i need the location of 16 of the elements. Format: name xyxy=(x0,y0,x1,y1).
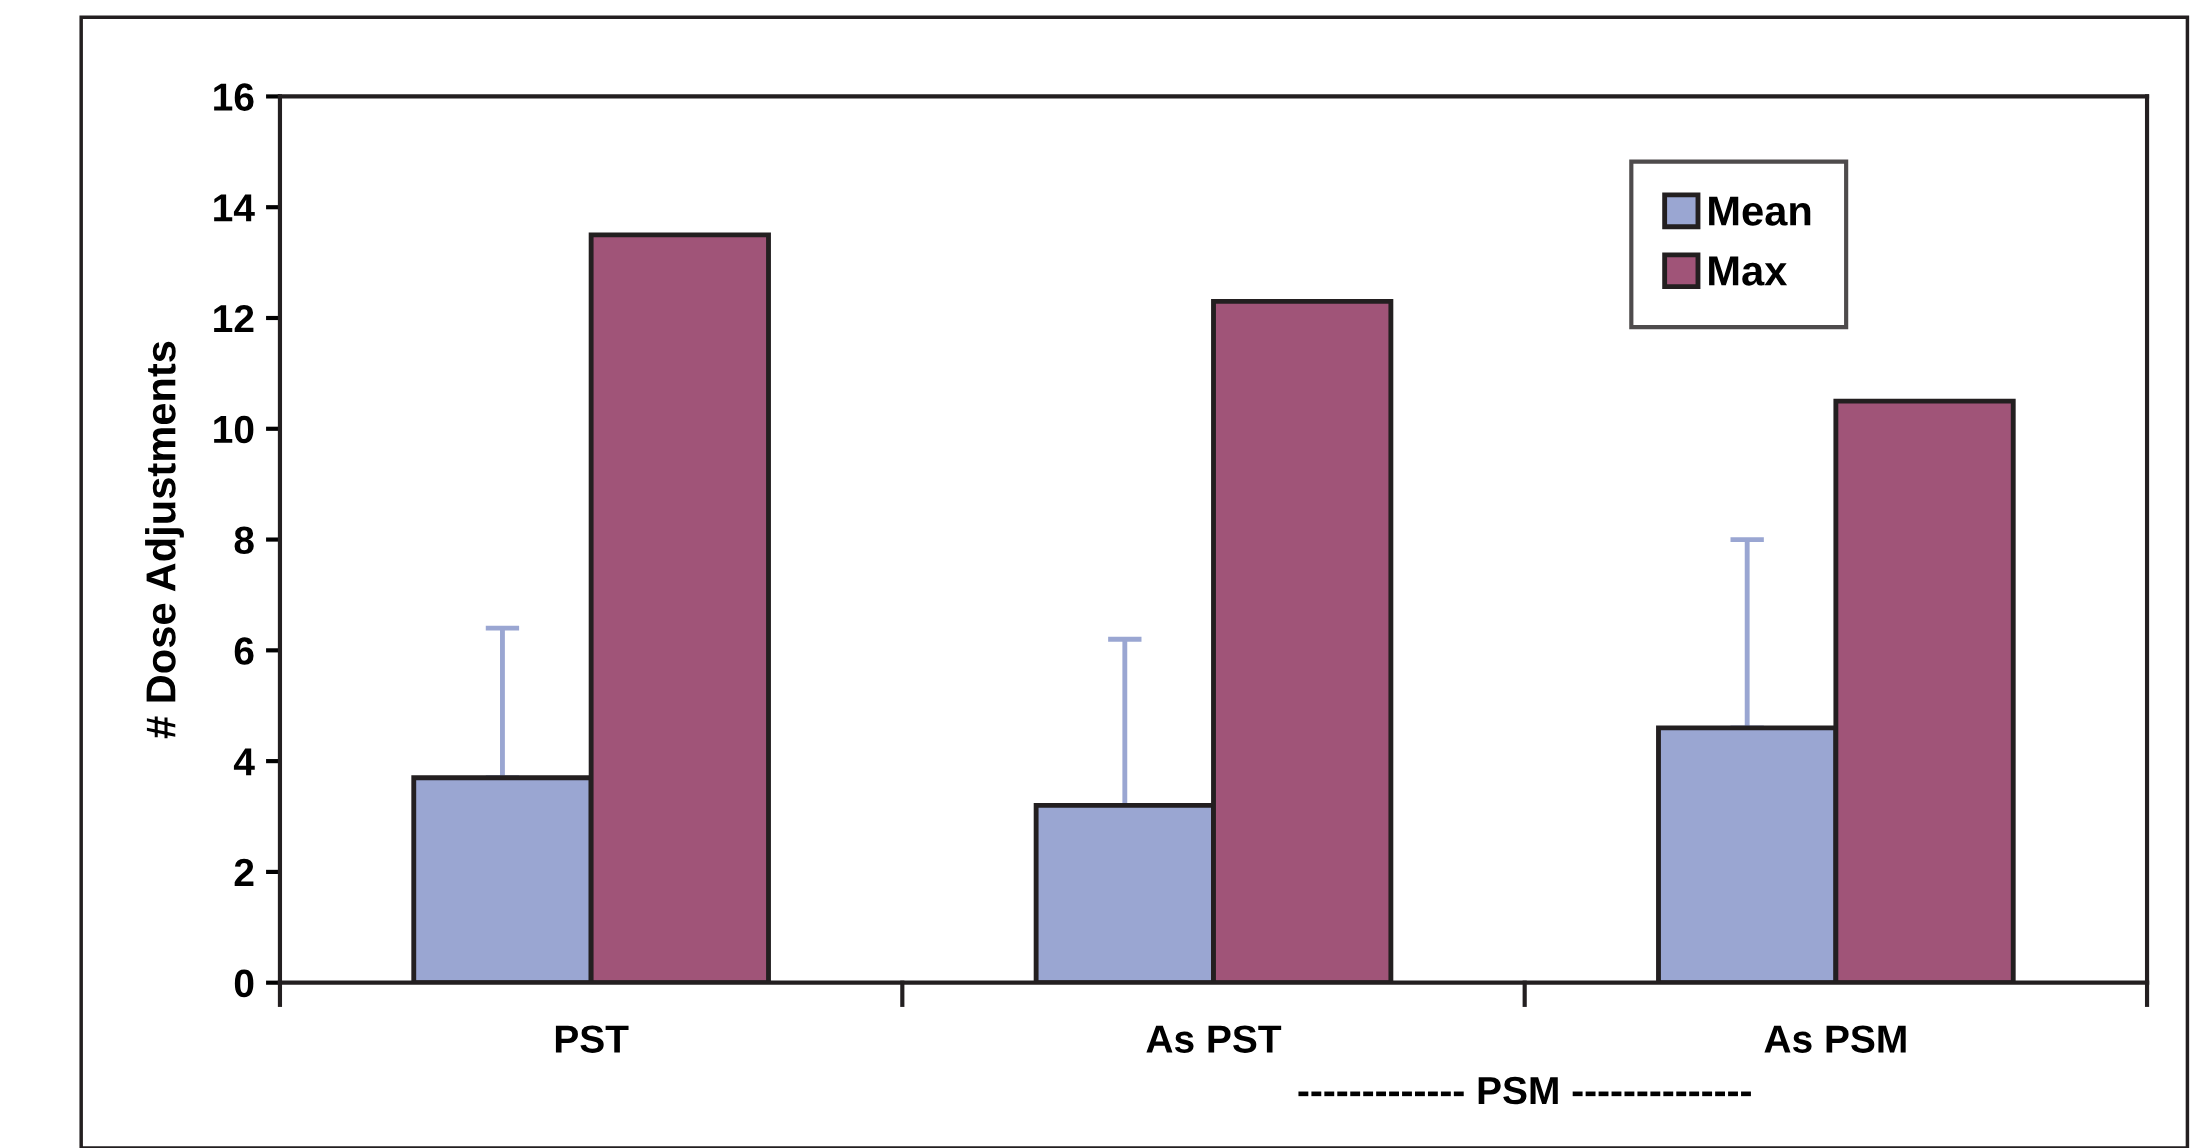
y-tick-label: 10 xyxy=(214,415,254,444)
y-tick-label: 8 xyxy=(234,526,254,555)
y-tick-label: 0 xyxy=(234,969,254,998)
y-tick-label: 4 xyxy=(233,748,255,776)
text: ------------- PSM -------------- xyxy=(1298,1076,1751,1105)
legend-label: Max xyxy=(1709,256,1788,286)
y-tick-label: 16 xyxy=(214,83,254,111)
y-tick-label: 6 xyxy=(234,637,254,665)
x-tick-label: PST xyxy=(555,1025,629,1053)
y-axis-title: # Dose Adjustments xyxy=(145,341,184,739)
x-tick-label: As PST xyxy=(1146,1025,1282,1053)
y-tick-label: 2 xyxy=(234,858,254,886)
legend-label: Mean xyxy=(1709,196,1811,226)
x-tick-label: As PSM xyxy=(1764,1025,1906,1053)
y-tick-label: 12 xyxy=(214,304,254,333)
y-tick-label: 14 xyxy=(214,194,255,222)
